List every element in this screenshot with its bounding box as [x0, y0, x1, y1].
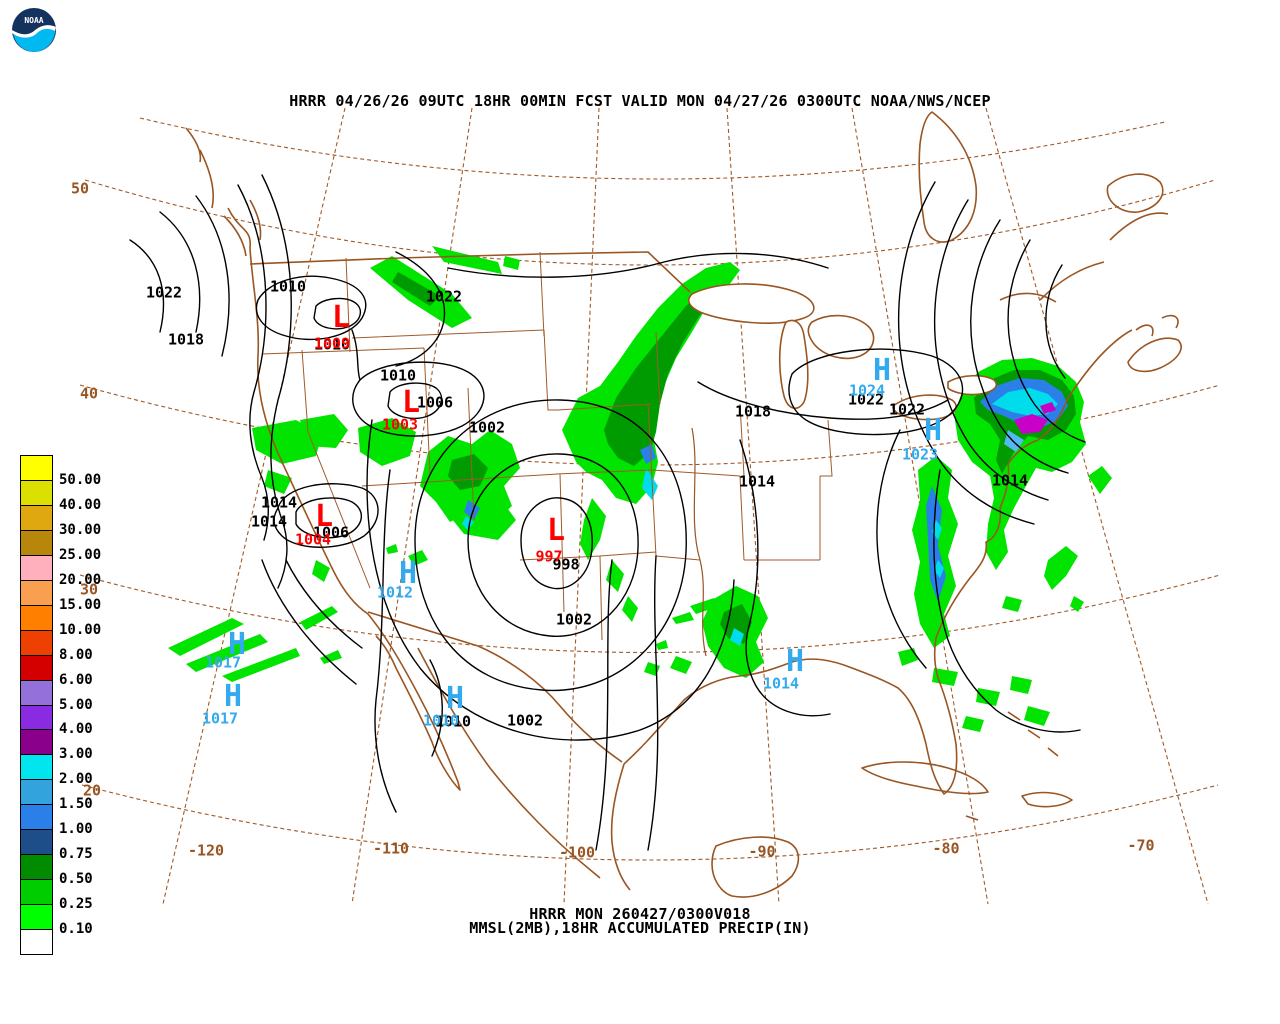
legend-segment: 0.50	[20, 855, 93, 887]
precip-color-scale: 50.00 40.00 30.00 25.00 20.00 15.00 10.00 8.00 6…	[20, 455, 101, 956]
legend-segment: 3.00	[20, 730, 93, 762]
legend-value: 1.50	[59, 796, 93, 813]
legend-value: 30.00	[59, 521, 102, 538]
state-borders	[261, 251, 833, 641]
legend-segment: 6.00	[20, 655, 93, 688]
legend-value: 8.00	[59, 646, 93, 663]
legend-segment: 2.00	[20, 755, 93, 787]
legend-value: 0.25	[59, 896, 93, 913]
legend-value: 6.00	[59, 671, 93, 688]
legend-value: 50.00	[59, 471, 102, 488]
legend-segment	[20, 930, 53, 956]
legend-segment: 50.00	[20, 455, 101, 488]
noaa-logo-text: NOAA	[24, 16, 43, 25]
legend-segment: 4.00	[20, 705, 93, 737]
isobar-contours	[129, 174, 1086, 851]
legend-value: 1.00	[59, 821, 93, 838]
footer-product-line: MMSL(2MB),18HR ACCUMULATED PRECIP(IN)	[469, 919, 811, 937]
legend-value: 0.50	[59, 871, 93, 888]
legend-segment: 40.00	[20, 480, 101, 513]
legend-segment: 5.00	[20, 680, 93, 713]
legend-segment: 15.00	[20, 580, 101, 613]
legend-value: 40.00	[59, 496, 102, 513]
legend-segment: 8.00	[20, 630, 93, 663]
legend-segment: 0.10	[20, 905, 93, 937]
legend-segment: 0.25	[20, 880, 93, 912]
legend-segment: 10.00	[20, 605, 101, 638]
legend-value: 5.00	[59, 696, 93, 713]
legend-segment: 20.00	[20, 555, 101, 588]
noaa-logo-graphic: NOAA	[12, 8, 56, 52]
legend-value: 0.10	[59, 921, 93, 938]
legend-value: 3.00	[59, 746, 93, 763]
coastlines	[185, 111, 1182, 898]
legend-segment: 25.00	[20, 530, 101, 563]
legend-value: 25.00	[59, 546, 102, 563]
legend-value: 10.00	[59, 621, 102, 638]
legend-value: 20.00	[59, 571, 102, 588]
legend-segment: 30.00	[20, 505, 101, 538]
legend-value: 15.00	[59, 596, 102, 613]
graticule-grid	[79, 107, 1221, 904]
legend-segment: 0.75	[20, 830, 93, 862]
noaa-logo: NOAA	[10, 6, 58, 54]
legend-segment: 1.50	[20, 780, 93, 812]
footer-model-line: HRRR MON 260427/0300V018	[529, 905, 751, 923]
precip-shading	[168, 246, 1112, 732]
forecast-title: HRRR 04/26/26 09UTC 18HR 00MIN FCST VALI…	[289, 92, 991, 110]
legend-segment: 1.00	[20, 805, 93, 837]
legend-value: 0.75	[59, 846, 93, 863]
legend-value: 4.00	[59, 721, 93, 738]
legend-value: 2.00	[59, 771, 93, 788]
